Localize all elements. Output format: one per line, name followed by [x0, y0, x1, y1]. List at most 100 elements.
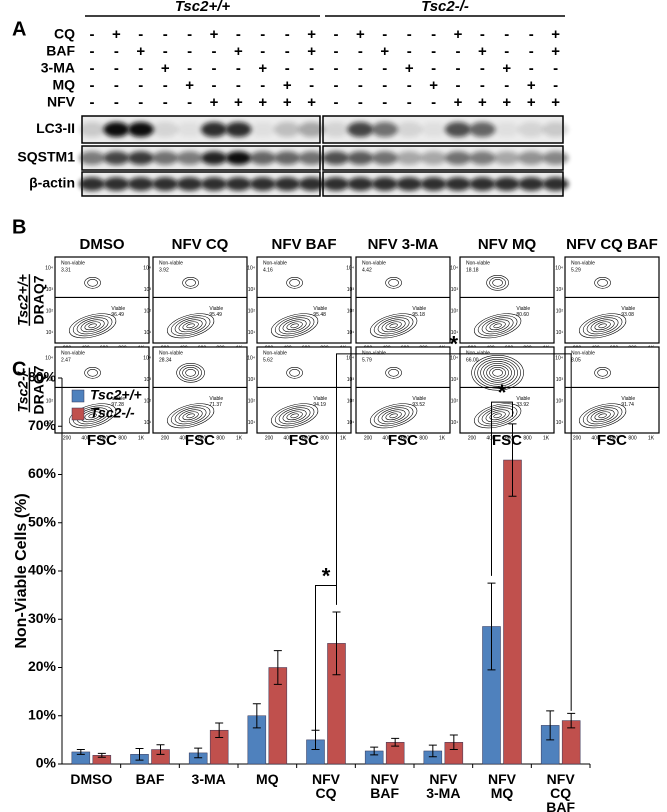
y-tick-label: 10³: [451, 287, 459, 293]
contour: [84, 411, 101, 421]
blot-label: SQSTM1: [17, 149, 75, 165]
x-tick-label: MQ: [256, 771, 279, 787]
contour: [594, 366, 611, 379]
treatment-sign: -: [407, 26, 412, 43]
treatment-sign: +: [551, 43, 560, 60]
contour: [270, 403, 319, 429]
error-bar: [508, 423, 517, 497]
treatment-sign: -: [382, 77, 387, 94]
treatment-sign: +: [307, 94, 316, 111]
contour: [473, 403, 522, 429]
treatment-sign: -: [334, 94, 339, 111]
error-bar: [428, 744, 437, 758]
error-bar: [215, 722, 224, 738]
x-tick-label: 600: [505, 435, 514, 441]
gate-value: 96.49: [111, 312, 124, 318]
treatment-sign: +: [185, 77, 194, 94]
treatment-sign: -: [480, 26, 485, 43]
blot-band: [445, 121, 471, 138]
flow-plot: [459, 346, 555, 434]
treatment-sign: -: [456, 77, 461, 94]
y-tick-label: 10²: [46, 309, 54, 315]
contour: [68, 313, 117, 339]
gate-value: 93.08: [621, 312, 634, 318]
treatment-sign: +: [307, 43, 316, 60]
treatment-sign: -: [382, 60, 387, 77]
flow-plot: [459, 256, 555, 344]
blot-band: [323, 177, 349, 191]
contour: [87, 278, 98, 287]
blot-band: [201, 151, 227, 165]
contour: [388, 368, 399, 377]
blot-label: β-actin: [29, 175, 75, 191]
contour: [586, 317, 619, 335]
contour: [274, 405, 315, 427]
blot-band: [469, 121, 496, 138]
y-tick-label: 10¹: [347, 330, 355, 336]
treatment-sign: -: [114, 60, 119, 77]
contour: [486, 274, 509, 291]
x-axis-label: FSC: [492, 432, 522, 449]
blot-band: [127, 151, 154, 165]
error-bar: [546, 710, 555, 741]
gate-label: Non-viable: [571, 350, 595, 356]
y-tick-label: 10³: [248, 377, 256, 383]
gate-value: 18.18: [466, 267, 479, 273]
y-tick-label: 10¹: [347, 420, 355, 426]
contour: [385, 411, 402, 421]
y-tick-label: 10¹: [556, 420, 564, 426]
y-tick-label: 10⁴: [247, 356, 255, 362]
contour: [493, 413, 502, 419]
y-tick-label: 10¹: [248, 330, 256, 336]
gate-value: 5.79: [362, 357, 372, 363]
y-tick-label: 10⁴: [45, 356, 53, 362]
contour: [489, 411, 506, 421]
treatment-label: NFV: [47, 94, 76, 110]
y-tick-label: 10³: [451, 377, 459, 383]
treatment-sign: -: [260, 26, 265, 43]
treatment-sign: -: [114, 94, 119, 111]
blot-band: [201, 121, 227, 138]
gate-label: Non-viable: [159, 260, 183, 266]
y-tick-label: 10²: [347, 309, 355, 315]
treatment-sign: -: [212, 77, 217, 94]
gate-value: 95.49: [209, 312, 222, 318]
y-tick-label: 10⁴: [247, 266, 255, 272]
contour: [389, 323, 398, 329]
treatment-label: BAF: [46, 43, 75, 59]
contour: [182, 366, 199, 379]
contour: [166, 403, 215, 429]
x-tick-label: 200: [265, 435, 274, 441]
error-bar: [156, 744, 165, 755]
contour: [492, 368, 503, 377]
gate-value: 5.62: [263, 357, 273, 363]
treatment-sign: -: [138, 94, 143, 111]
contour: [369, 403, 418, 429]
y-tick-label: 10³: [248, 287, 256, 293]
panel-label: C: [12, 358, 26, 380]
group-label: Tsc2+/+: [175, 0, 231, 15]
flow-plot: [256, 346, 352, 434]
x-tick-label: 400: [283, 435, 292, 441]
blot-band: [323, 121, 349, 138]
column-title: NFV CQ: [172, 236, 229, 253]
blot-band: [103, 151, 130, 165]
contour: [178, 319, 203, 333]
contour: [278, 407, 311, 425]
treatment-sign: -: [236, 26, 241, 43]
gate-label: Non-viable: [466, 350, 490, 356]
treatment-sign: -: [529, 60, 534, 77]
y-tick-label: 10⁴: [450, 356, 458, 362]
treatment-sign: +: [551, 26, 560, 43]
treatment-sign: +: [380, 43, 389, 60]
significance-bracket: [336, 353, 572, 711]
blot-band: [274, 177, 301, 191]
treatment-sign: +: [210, 94, 219, 111]
contour: [174, 317, 207, 335]
treatment-sign: -: [431, 60, 436, 77]
contour: [389, 413, 398, 419]
treatment-sign: +: [161, 60, 170, 77]
contour: [578, 403, 627, 429]
legend-label: Tsc2-/-: [90, 405, 135, 421]
error-bar: [449, 734, 458, 751]
